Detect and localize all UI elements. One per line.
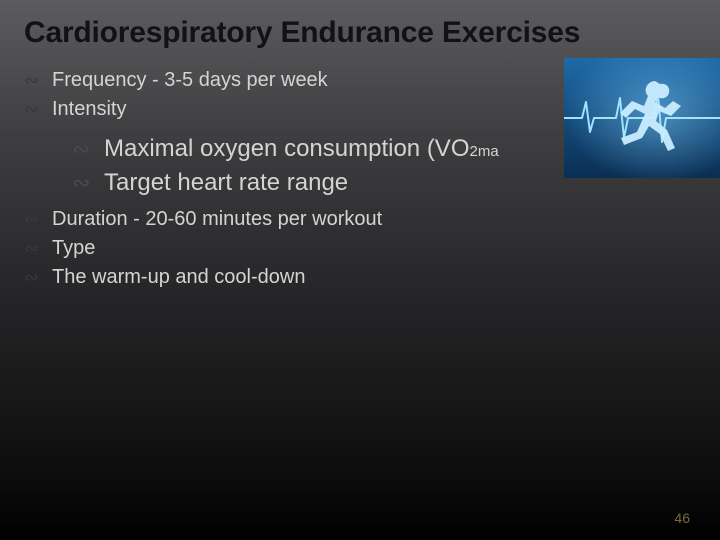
bullet-text: The warm-up and cool-down (52, 263, 305, 292)
bullet-icon: ∾ (72, 168, 96, 199)
bullet-text: Frequency - 3-5 days per week (52, 66, 328, 95)
sub-prefix: Maximal oxygen consumption (VO (104, 135, 469, 162)
page-number: 46 (674, 510, 690, 526)
bottom-bullets: ∾ Duration - 20-60 minutes per workout ∾… (24, 205, 696, 292)
list-item: ∾ The warm-up and cool-down (24, 263, 696, 292)
bullet-text: Type (52, 234, 95, 263)
bullet-icon: ∾ (24, 96, 44, 122)
list-item: ∾ Type (24, 234, 696, 263)
bullet-text: Intensity (52, 95, 126, 124)
bullet-text: Maximal oxygen consumption (VO2ma (104, 132, 499, 166)
bullet-icon: ∾ (72, 134, 96, 165)
bullet-icon: ∾ (24, 264, 44, 290)
page-title: Cardiorespiratory Endurance Exercises (24, 16, 580, 50)
bullet-text: Duration - 20-60 minutes per workout (52, 205, 382, 234)
bullet-icon: ∾ (24, 206, 44, 232)
runner-ecg-image (564, 58, 720, 178)
bullet-icon: ∾ (24, 235, 44, 261)
sub-subscript: 2ma (469, 143, 498, 160)
bullet-icon: ∾ (24, 67, 44, 93)
bullet-text: Target heart rate range (104, 166, 348, 200)
list-item: ∾ Duration - 20-60 minutes per workout (24, 205, 696, 234)
